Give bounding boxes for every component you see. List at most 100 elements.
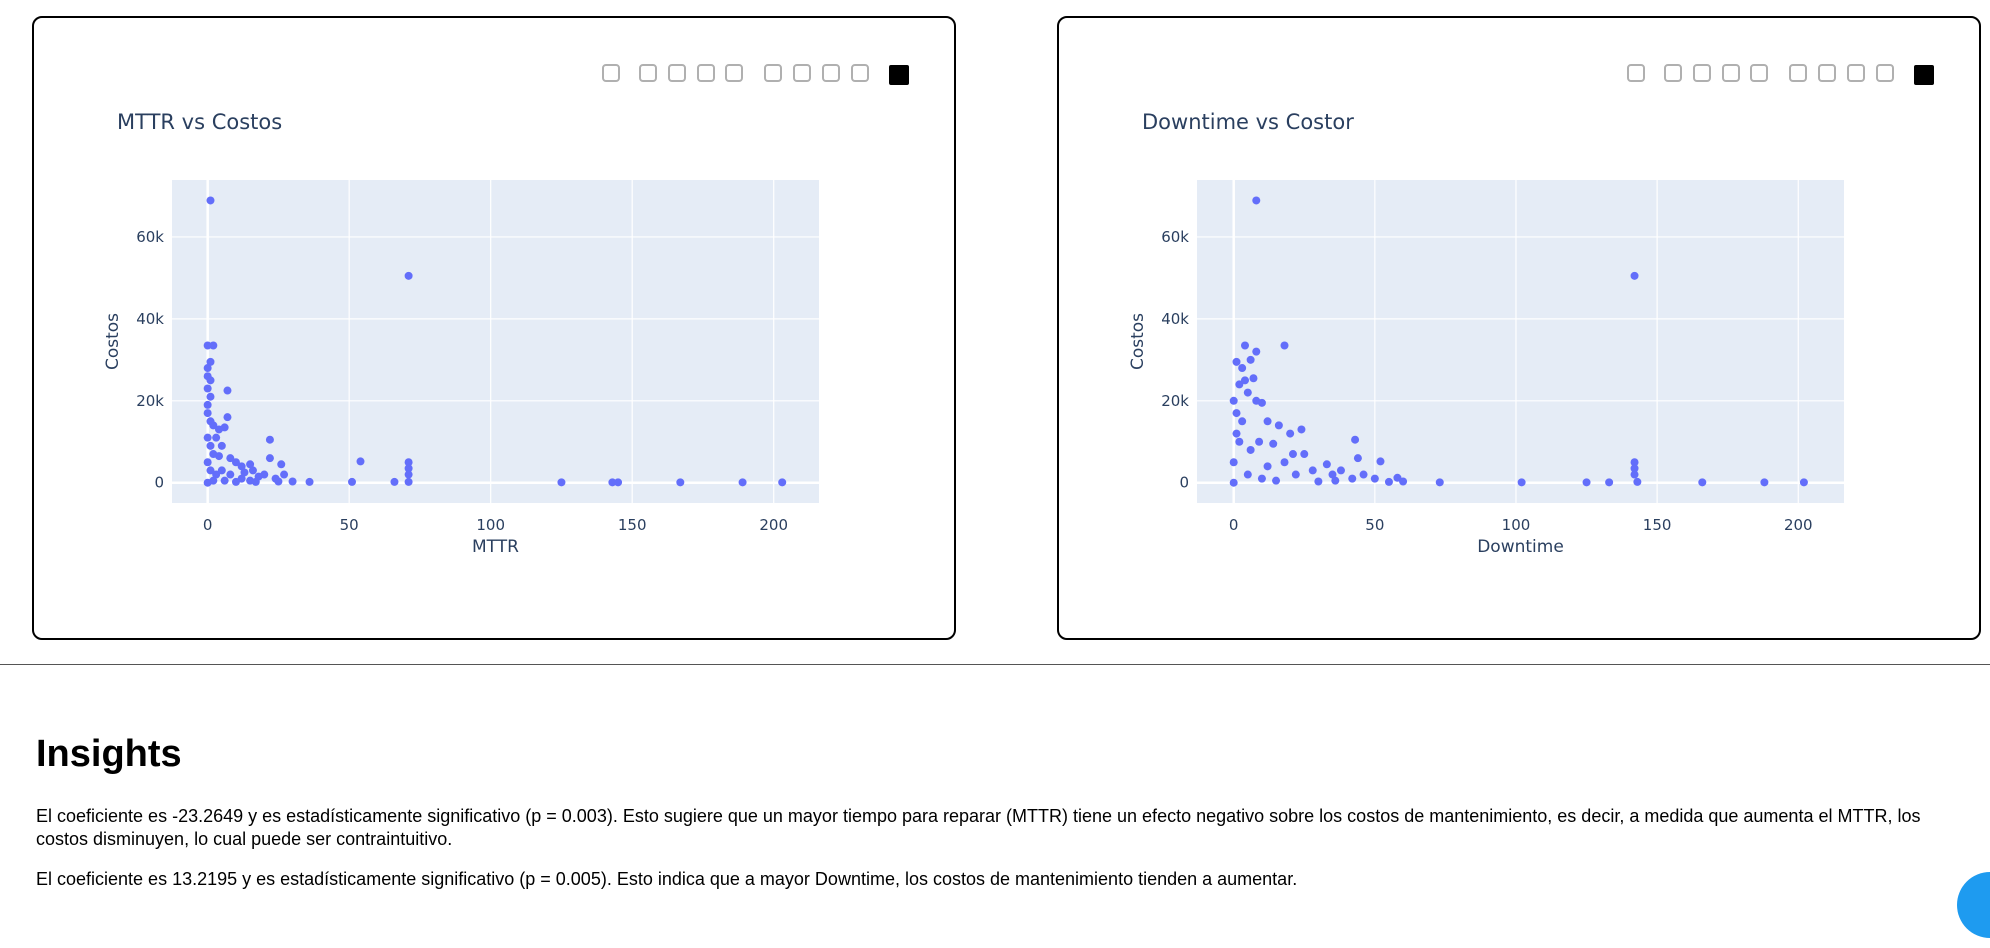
data-point — [608, 478, 617, 487]
data-point — [1308, 466, 1317, 475]
data-point — [214, 425, 223, 434]
data-point — [1280, 458, 1289, 467]
data-point — [217, 441, 226, 450]
chart-panel: Downtime vs Costor 0 20k 40k 60k 0 50 100 150 200… — [1057, 16, 1981, 640]
data-point — [404, 458, 413, 467]
data-point — [404, 271, 413, 280]
modebar-button[interactable] — [1722, 64, 1740, 82]
data-point — [404, 470, 413, 479]
x-tick-label: 100 — [476, 516, 505, 534]
modebar-button[interactable] — [1750, 64, 1768, 82]
data-point — [1384, 477, 1393, 486]
modebar-button[interactable] — [1693, 64, 1711, 82]
data-point — [277, 460, 286, 469]
data-point — [203, 384, 212, 393]
data-point — [1269, 439, 1278, 448]
data-point — [676, 478, 685, 487]
modebar-logo[interactable] — [889, 65, 909, 85]
data-point — [1235, 380, 1244, 389]
x-tick-label: 100 — [1502, 516, 1531, 534]
data-point — [1255, 437, 1264, 446]
data-point — [1280, 341, 1289, 350]
insight-paragraph: El coeficiente es 13.2195 y es estadísti… — [36, 869, 1298, 889]
data-point — [1370, 474, 1379, 483]
data-point — [206, 376, 215, 385]
y-tick-label: 40k — [1161, 310, 1189, 328]
modebar-button[interactable] — [1627, 64, 1645, 82]
data-point — [348, 477, 357, 486]
data-point — [1630, 470, 1639, 479]
data-point — [206, 441, 215, 450]
insights-heading: Insights — [36, 733, 182, 775]
data-point — [1238, 417, 1247, 426]
data-point — [1263, 462, 1272, 471]
data-point — [1760, 478, 1769, 487]
data-point — [288, 477, 297, 486]
data-point — [1291, 470, 1300, 479]
modebar-button[interactable] — [668, 64, 686, 82]
data-point — [274, 477, 283, 486]
y-tick-label: 0 — [154, 474, 164, 492]
data-point — [1263, 417, 1272, 426]
plot-area — [172, 180, 819, 503]
data-point — [240, 468, 249, 477]
modebar-button[interactable] — [764, 64, 782, 82]
data-point — [1257, 398, 1266, 407]
modebar-button[interactable] — [725, 64, 743, 82]
data-point — [231, 477, 240, 486]
data-point — [220, 476, 229, 485]
data-point — [1243, 470, 1252, 479]
data-point — [1605, 478, 1614, 487]
modebar-button[interactable] — [1876, 64, 1894, 82]
modebar-button[interactable] — [1789, 64, 1807, 82]
data-point — [223, 386, 232, 395]
data-point — [1288, 450, 1297, 459]
data-point — [1286, 429, 1295, 438]
data-point — [1633, 477, 1642, 486]
data-point — [212, 470, 221, 479]
x-tick-label: 150 — [618, 516, 647, 534]
modebar-button[interactable] — [851, 64, 869, 82]
x-tick-label: 0 — [1229, 516, 1239, 534]
data-point — [1229, 478, 1238, 487]
data-point — [203, 341, 212, 350]
data-point — [1229, 458, 1238, 467]
data-point — [1314, 477, 1323, 486]
data-point — [1517, 478, 1526, 487]
data-point — [1336, 466, 1345, 475]
modebar-button[interactable] — [1847, 64, 1865, 82]
data-point — [1630, 271, 1639, 280]
data-point — [206, 466, 215, 475]
y-tick-label: 60k — [1161, 228, 1189, 246]
data-point — [214, 452, 223, 461]
data-point — [1272, 476, 1281, 485]
data-point — [1322, 460, 1331, 469]
data-point — [1274, 421, 1283, 430]
data-point — [1799, 478, 1808, 487]
y-axis-label: Costos — [1128, 313, 1148, 370]
modebar-button[interactable] — [639, 64, 657, 82]
data-point — [1698, 478, 1707, 487]
y-tick-label: 20k — [1161, 392, 1189, 410]
chart: MTTR vs Costos 0 20k 40k 60k 0 50 100 150 200 MTTR… — [103, 64, 909, 557]
data-point — [280, 470, 289, 479]
modebar-button[interactable] — [822, 64, 840, 82]
data-point — [1232, 429, 1241, 438]
y-tick-label: 40k — [136, 310, 164, 328]
data-point — [217, 466, 226, 475]
data-point — [231, 458, 240, 467]
chat-button[interactable] — [1957, 872, 1990, 938]
data-point — [209, 341, 218, 350]
modebar-button[interactable] — [1818, 64, 1836, 82]
data-point — [209, 421, 218, 430]
modebar-button[interactable] — [1664, 64, 1682, 82]
data-point — [305, 477, 314, 486]
data-point — [223, 413, 232, 422]
modebar-logo[interactable] — [1914, 65, 1934, 85]
data-point — [1582, 478, 1591, 487]
data-point — [1300, 450, 1309, 459]
modebar-button[interactable] — [602, 64, 620, 82]
modebar-button[interactable] — [697, 64, 715, 82]
modebar-button[interactable] — [793, 64, 811, 82]
data-point — [206, 392, 215, 401]
